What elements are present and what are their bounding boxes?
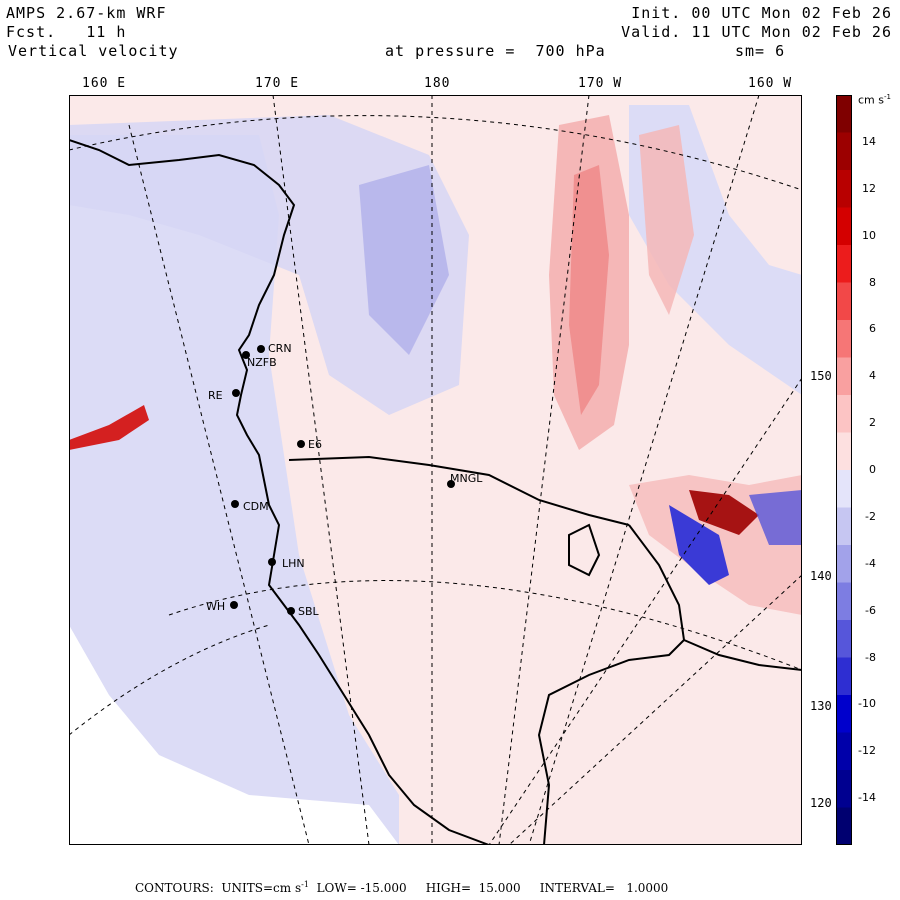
color-scale-bar [836, 95, 852, 845]
latitude-arc-80s-west [69, 624, 270, 736]
colorbar-swatch [836, 95, 852, 133]
colorbar-tick-label: -8 [865, 650, 876, 664]
colorbar-swatch [836, 170, 852, 208]
station-label-lhn: LHN [282, 557, 305, 570]
colorbar-tick-label: 6 [869, 322, 876, 336]
valid-time: Valid. 11 UTC Mon 02 Feb 26 [621, 23, 892, 41]
colorbar-swatch [836, 732, 852, 771]
init-time: Init. 00 UTC Mon 02 Feb 26 [631, 4, 892, 22]
colorbar-swatch [836, 695, 852, 733]
colorbar-swatch [836, 357, 852, 396]
station-label-mngl: MNGL [450, 472, 483, 485]
station-label-nzfb: NZFB [247, 356, 277, 369]
station-dot-sbl [287, 607, 295, 615]
colorbar-swatch [836, 320, 852, 358]
vertical-velocity-map [69, 95, 802, 845]
lon-label-160w: 160 W [748, 76, 793, 91]
colorbar-tick-label: -10 [858, 697, 876, 711]
lon-label-160e: 160 E [82, 76, 127, 91]
colorbar-tick-label: -4 [865, 556, 876, 570]
meridian-140w [508, 574, 802, 845]
colorbar-swatch [836, 207, 852, 246]
colorbar-tick-label: -6 [865, 603, 876, 617]
colorbar-swatch [836, 657, 852, 696]
model-title: AMPS 2.67-km WRF [6, 4, 167, 22]
station-label-crn: CRN [268, 342, 292, 355]
station-dot-re [232, 389, 240, 397]
colorbar-frame [836, 95, 852, 845]
meridian-150w [488, 377, 802, 845]
strong-updraft-cell-b [689, 490, 759, 535]
colorbar-tick-label: 4 [869, 369, 876, 383]
off-domain-region [69, 625, 399, 845]
colorbar-tick-label: 14 [862, 134, 876, 148]
pressure-level: at pressure = 700 hPa [385, 42, 606, 60]
meridian-170w [498, 95, 590, 845]
colorbar-swatch [836, 395, 852, 433]
station-label-cdm: CDM [243, 500, 269, 513]
lon-label-170e: 170 E [255, 76, 300, 91]
coastline-west [69, 139, 490, 845]
colorbar-tick-label: 12 [862, 181, 876, 195]
meridian-160e [128, 124, 310, 845]
colorbar-tick-label: -2 [865, 509, 876, 523]
coastline-marie-byrd [683, 639, 802, 671]
colorbar-swatch [836, 432, 852, 471]
colorbar-tick-label: 0 [869, 463, 876, 476]
colorbar-swatch [836, 770, 852, 808]
strong-updraft-downdraft-cell-a [669, 505, 729, 585]
positive-velocity-band-east [639, 125, 694, 315]
colorbar-swatch [836, 582, 852, 621]
forecast-hour: Fcst. 11 h [6, 23, 127, 41]
coastline-east [537, 524, 686, 845]
station-dot-cdm [231, 500, 239, 508]
station-label-wh: WH [206, 600, 226, 613]
smoothing-value: sm= 6 [735, 42, 786, 60]
colorbar-swatch [836, 282, 852, 321]
positive-velocity-band-core [569, 165, 609, 415]
colorbar-swatch [836, 470, 852, 508]
station-dot-crn [257, 345, 265, 353]
colorbar-tick-label: 8 [869, 275, 876, 289]
colorbar-units: cm s-1 [858, 93, 891, 107]
colorbar-swatch [836, 545, 852, 583]
colorbar-tick-label: 10 [862, 228, 876, 242]
colorbar-swatch [836, 507, 852, 546]
station-dot-e6 [297, 440, 305, 448]
roosevelt-island-outline [568, 523, 601, 577]
colorbar-swatch [836, 245, 852, 283]
lon-label-170w: 170 W [578, 76, 623, 91]
station-dot-mngl [447, 480, 455, 488]
negative-velocity-region-west [69, 135, 399, 845]
latitude-arc-70s [69, 115, 802, 191]
colorbar-swatch [836, 620, 852, 658]
meridian-170e [272, 95, 370, 845]
colorbar-swatch [836, 132, 852, 171]
station-dot-nzfb [242, 351, 250, 359]
field-name: Vertical velocity [8, 42, 179, 60]
station-label-sbl: SBL [298, 605, 319, 618]
station-dot-lhn [268, 558, 276, 566]
contour-info: CONTOURS: UNITS=cm s-1 LOW= -15.000 HIGH… [135, 880, 669, 895]
colorbar-tick-label: -14 [858, 791, 876, 805]
map-frame [69, 95, 802, 845]
colorbar-tick-label: -12 [858, 744, 876, 758]
station-label-re: RE [208, 389, 223, 402]
station-label-e6: E6 [308, 438, 322, 451]
strong-downdraft-cell-c [749, 490, 802, 545]
lon-label-180: 180 [424, 76, 451, 91]
meridian-160w [528, 95, 760, 845]
strong-updraft-streak-west [69, 405, 149, 450]
colorbar-tick-label: 2 [869, 416, 876, 430]
ice-shelf-edge [288, 455, 630, 526]
strong-negative-patch [359, 165, 449, 355]
station-dot-wh [230, 601, 238, 609]
colorbar-swatch [836, 807, 852, 845]
